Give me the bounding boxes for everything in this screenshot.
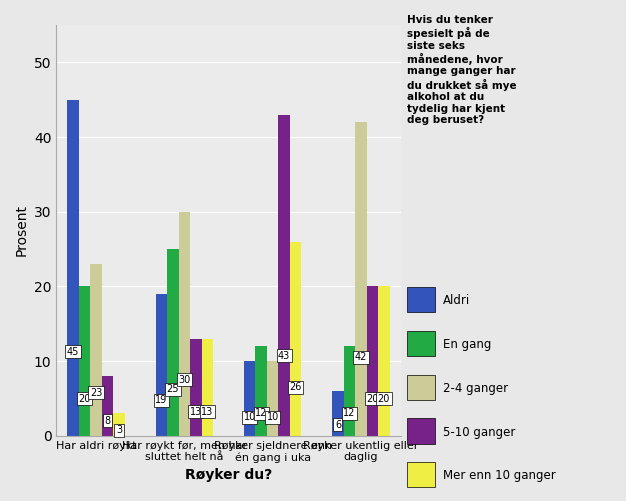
Text: Mer enn 10 ganger: Mer enn 10 ganger	[443, 469, 556, 482]
Bar	[255, 346, 267, 436]
Text: 26: 26	[289, 382, 302, 392]
Bar	[244, 361, 255, 436]
Bar	[102, 376, 113, 436]
Bar	[267, 361, 279, 436]
FancyBboxPatch shape	[407, 462, 434, 487]
Text: 10: 10	[267, 412, 279, 422]
Y-axis label: Prosent: Prosent	[14, 204, 28, 257]
Bar	[332, 391, 344, 436]
Bar	[279, 115, 290, 436]
Text: 19: 19	[155, 395, 168, 405]
Text: 20: 20	[366, 393, 379, 403]
X-axis label: Røyker du?: Røyker du?	[185, 468, 272, 482]
Text: 5-10 ganger: 5-10 ganger	[443, 426, 515, 439]
Text: Hvis du tenker
spesielt på de
siste seks
månedene, hvor
mange ganger har
du druk: Hvis du tenker spesielt på de siste seks…	[407, 15, 516, 125]
Bar	[378, 287, 389, 436]
FancyBboxPatch shape	[407, 418, 434, 444]
Text: 20: 20	[377, 393, 390, 403]
Text: Aldri: Aldri	[443, 294, 470, 307]
Text: 13: 13	[190, 407, 202, 417]
Text: 43: 43	[278, 351, 290, 361]
Text: 3: 3	[116, 425, 122, 435]
Text: 2-4 ganger: 2-4 ganger	[443, 382, 508, 395]
Text: 45: 45	[67, 347, 80, 357]
Bar	[190, 339, 202, 436]
Text: 8: 8	[105, 416, 111, 426]
Bar	[290, 241, 301, 436]
Bar	[113, 413, 125, 436]
Text: 12: 12	[343, 408, 356, 418]
Bar	[167, 249, 178, 436]
Text: 10: 10	[244, 412, 256, 422]
Text: 20: 20	[78, 393, 91, 403]
Bar	[156, 294, 167, 436]
Text: 25: 25	[167, 384, 179, 394]
FancyBboxPatch shape	[407, 331, 434, 356]
Text: 42: 42	[355, 352, 367, 362]
Text: 30: 30	[178, 375, 190, 385]
Bar	[68, 100, 79, 436]
Text: 6: 6	[335, 420, 341, 430]
FancyBboxPatch shape	[407, 287, 434, 312]
Text: 13: 13	[201, 407, 213, 417]
FancyBboxPatch shape	[407, 375, 434, 400]
Bar	[367, 287, 378, 436]
Bar	[90, 264, 102, 436]
Bar	[355, 122, 367, 436]
Text: 23: 23	[90, 388, 102, 398]
Text: En gang: En gang	[443, 338, 491, 351]
Bar	[178, 212, 190, 436]
Bar	[202, 339, 213, 436]
Bar	[344, 346, 355, 436]
Text: 12: 12	[255, 408, 267, 418]
Bar	[79, 287, 90, 436]
